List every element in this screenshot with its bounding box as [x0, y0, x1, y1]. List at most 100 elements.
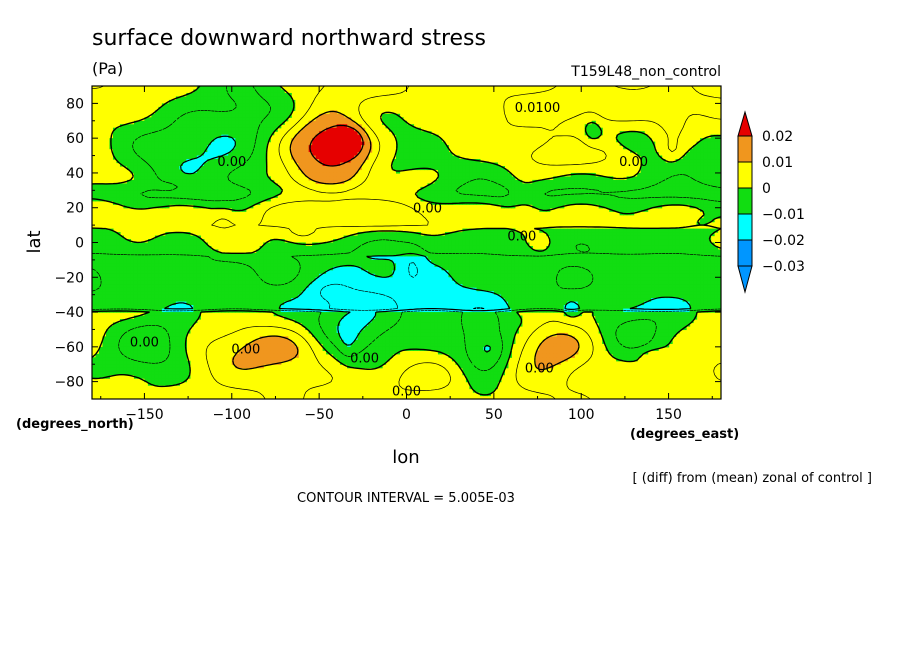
field-cell: [361, 239, 366, 244]
field-cell: [312, 127, 317, 132]
field-cell: [441, 179, 446, 184]
field-cell: [347, 148, 352, 153]
field-cell: [500, 242, 505, 247]
field-cell: [689, 159, 694, 164]
field-cell: [549, 204, 554, 209]
field-cell: [228, 110, 233, 115]
field-cell: [322, 256, 327, 261]
field-cell: [252, 162, 257, 167]
field-cell: [500, 186, 505, 191]
field-cell: [479, 186, 484, 191]
field-cell: [430, 155, 436, 160]
field-cell: [336, 179, 341, 184]
field-cell: [497, 179, 502, 184]
field-cell: [644, 204, 649, 209]
field-cell: [119, 256, 125, 261]
field-cell: [696, 141, 701, 146]
field-cell: [168, 127, 173, 132]
field-cell: [151, 242, 156, 247]
field-cell: [179, 145, 184, 150]
field-cell: [602, 200, 607, 205]
field-cell: [336, 117, 341, 122]
field-cell: [396, 159, 401, 164]
field-cell: [668, 190, 673, 195]
field-cell: [322, 120, 327, 125]
field-cell: [612, 259, 617, 264]
field-cell: [298, 159, 303, 164]
field-cell: [455, 245, 460, 251]
field-cell: [151, 263, 156, 268]
field-cell: [119, 266, 125, 271]
field-cell: [455, 235, 460, 240]
field-cell: [203, 124, 208, 129]
field-cell: [207, 270, 212, 275]
field-cell: [389, 120, 394, 125]
field-cell: [238, 266, 243, 271]
field-cell: [710, 141, 715, 146]
field-cell: [165, 169, 170, 174]
field-cell: [168, 138, 173, 143]
field-cell: [668, 228, 673, 233]
field-cell: [130, 266, 135, 271]
field-cell: [451, 176, 457, 181]
field-cell: [301, 165, 306, 171]
field-cell: [221, 152, 226, 157]
field-cell: [567, 235, 572, 240]
field-cell: [340, 270, 345, 275]
field-cell: [434, 148, 439, 153]
field-cell: [651, 252, 656, 258]
field-cell: [105, 235, 111, 240]
field-cell: [312, 131, 317, 136]
field-cell: [609, 197, 614, 202]
field-cell: [511, 249, 516, 254]
field-cell: [270, 179, 275, 184]
field-cell: [305, 131, 310, 136]
field-cell: [689, 200, 694, 205]
field-cell: [277, 256, 282, 261]
field-cell: [179, 270, 184, 275]
field-cell: [158, 162, 163, 167]
field-cell: [399, 124, 404, 129]
field-cell: [102, 183, 107, 188]
field-cell: [651, 249, 656, 254]
field-cell: [490, 249, 495, 254]
field-cell: [514, 183, 519, 188]
field-cell: [186, 127, 191, 132]
field-cell: [644, 193, 649, 198]
field-cell: [717, 155, 721, 160]
field-cell: [497, 263, 502, 268]
field-cell: [158, 263, 163, 268]
field-cell: [605, 266, 610, 271]
field-cell: [700, 190, 705, 195]
field-cell: [242, 148, 247, 153]
field-cell: [217, 120, 222, 125]
field-cell: [560, 263, 565, 268]
field-cell: [476, 245, 481, 251]
field-cell: [682, 249, 687, 254]
field-cell: [203, 120, 208, 125]
field-cell: [203, 138, 208, 143]
field-cell: [700, 266, 705, 271]
field-cell: [647, 162, 652, 167]
field-cell: [647, 200, 652, 205]
field-cell: [581, 266, 586, 271]
field-cell: [277, 242, 282, 247]
field-cell: [581, 245, 586, 251]
field-cell: [165, 193, 170, 198]
field-cell: [151, 124, 156, 129]
field-cell: [623, 204, 628, 209]
field-cell: [640, 145, 645, 150]
field-cell: [221, 179, 226, 184]
field-cell: [224, 110, 229, 115]
field-cell: [633, 145, 638, 150]
field-cell: [140, 131, 146, 136]
field-cell: [518, 190, 523, 195]
field-cell: [165, 190, 170, 195]
field-cell: [154, 110, 159, 115]
field-cell: [245, 155, 250, 160]
field-cell: [319, 162, 324, 167]
field-cell: [238, 190, 243, 195]
field-cell: [549, 249, 554, 254]
field-cell: [221, 256, 226, 261]
field-cell: [270, 96, 275, 101]
